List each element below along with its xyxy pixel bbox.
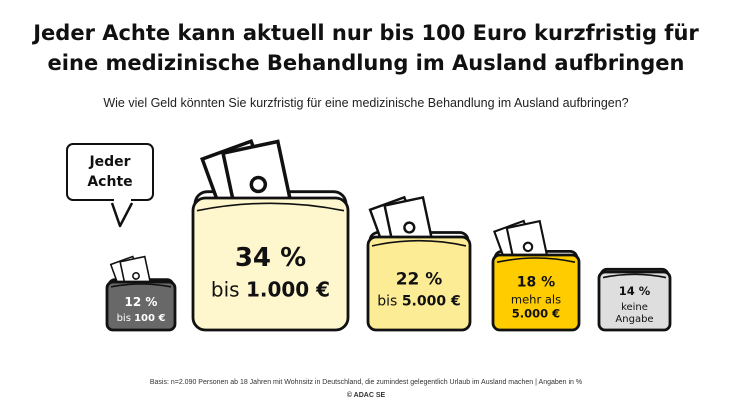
- wallet-group: 12 % bis 100 € 34 % bis 1.000 € 22 % bis 5.00…: [105, 139, 672, 332]
- wallet-seam: [110, 283, 172, 288]
- wallet-percent: 12 %: [125, 295, 158, 309]
- callout-tail-joint: [114, 197, 131, 203]
- banknote-portrait: [249, 175, 268, 194]
- wallet-1: 12 % bis 100 €: [105, 255, 177, 332]
- wallet-category-label: bis 5.000 €: [377, 294, 460, 310]
- callout-bubble: Jeder Achte: [66, 143, 154, 201]
- wallet-seam: [196, 202, 345, 212]
- footnote: Basis: n=2.090 Personen ab 18 Jahren mit…: [149, 379, 583, 386]
- wallet-percent: 22 %: [396, 269, 443, 289]
- chart-subtitle: Wie viel Geld könnten Sie kurzfristig fü…: [103, 96, 629, 110]
- wallet-body: [366, 235, 472, 332]
- wallet-category-label: keine: [621, 302, 648, 313]
- wallet-3: 22 % bis 5.000 €: [366, 195, 472, 332]
- callout-line-1: Jeder: [89, 154, 131, 170]
- wallet-body: [105, 280, 177, 332]
- title-line-1: Jeder Achte kann aktuell nur bis 100 Eur…: [33, 21, 699, 45]
- wallet-body: [491, 253, 581, 332]
- copyright: © ADAC SE: [346, 392, 386, 399]
- wallet-category-label: mehr als: [511, 293, 561, 307]
- wallet-2: 34 % bis 1.000 €: [191, 139, 350, 332]
- wallet-body: [597, 270, 672, 332]
- wallet-body: [191, 196, 350, 332]
- wallet-category-label: bis 1.000 €: [211, 277, 330, 301]
- wallet-percent: 18 %: [517, 274, 555, 290]
- banknote-portrait: [403, 221, 416, 234]
- wallet-category-label: 5.000 €: [512, 306, 560, 320]
- banknote-portrait: [522, 241, 534, 253]
- callout-line-2: Achte: [87, 174, 133, 190]
- wallet-percent: 14 %: [619, 284, 651, 298]
- chart-title: Jeder Achte kann aktuell nur bis 100 Eur…: [0, 18, 732, 78]
- wallet-seam: [371, 239, 467, 247]
- title-line-2: eine medizinische Behandlung im Ausland …: [47, 51, 685, 75]
- callout-tail: [110, 202, 134, 228]
- wallet-category-label: bis 100 €: [117, 313, 166, 324]
- wallet-seam: [496, 257, 576, 263]
- banknote-portrait: [132, 271, 140, 280]
- wallet-category-label: Angabe: [615, 314, 653, 325]
- wallet-percent: 34 %: [235, 243, 306, 273]
- wallet-seam: [602, 273, 667, 279]
